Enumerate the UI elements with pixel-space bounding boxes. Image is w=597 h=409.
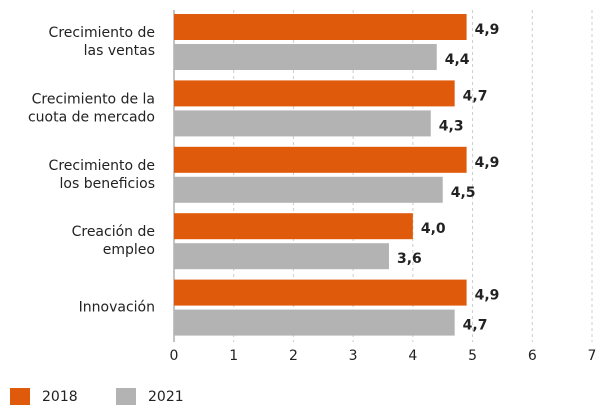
value-label: 4,3 <box>439 118 464 134</box>
x-tick-label: 7 <box>588 348 597 364</box>
category-label: las ventas <box>84 43 155 59</box>
category-label: Crecimiento de <box>49 158 155 174</box>
category-label: empleo <box>103 242 155 258</box>
x-tick-label: 1 <box>229 348 238 364</box>
legend-label: 2021 <box>148 389 184 405</box>
bar <box>174 146 467 173</box>
bar <box>174 279 467 306</box>
bar <box>174 44 437 70</box>
bar <box>174 176 443 203</box>
bar <box>174 213 413 240</box>
category-label: Creación de <box>72 224 155 240</box>
x-tick-label: 6 <box>528 348 537 364</box>
category-label: cuota de mercado <box>28 109 155 125</box>
bar <box>174 243 389 270</box>
category-label: Crecimiento de la <box>32 91 155 107</box>
category-label: Innovación <box>79 300 155 316</box>
value-label: 4,7 <box>463 88 488 104</box>
value-label: 4,4 <box>445 52 470 68</box>
value-label: 4,9 <box>475 288 500 304</box>
legend-label: 2018 <box>42 389 78 405</box>
category-label: Crecimiento de <box>49 25 155 41</box>
x-tick-label: 2 <box>289 348 298 364</box>
bar <box>174 80 455 107</box>
bar <box>174 309 455 336</box>
x-tick-label: 3 <box>349 348 358 364</box>
legend-swatch <box>116 388 136 405</box>
category-label: los beneficios <box>60 176 155 192</box>
x-tick-label: 0 <box>170 348 179 364</box>
bar <box>174 14 467 40</box>
value-label: 4,7 <box>463 318 488 334</box>
value-label: 4,9 <box>475 22 500 38</box>
value-label: 4,0 <box>421 221 446 237</box>
x-tick-label: 4 <box>408 348 417 364</box>
x-tick-label: 5 <box>468 348 477 364</box>
value-label: 4,9 <box>475 155 500 171</box>
bar <box>174 110 431 137</box>
value-label: 3,6 <box>397 251 422 267</box>
legend-swatch <box>10 388 30 405</box>
value-label: 4,5 <box>451 185 476 201</box>
